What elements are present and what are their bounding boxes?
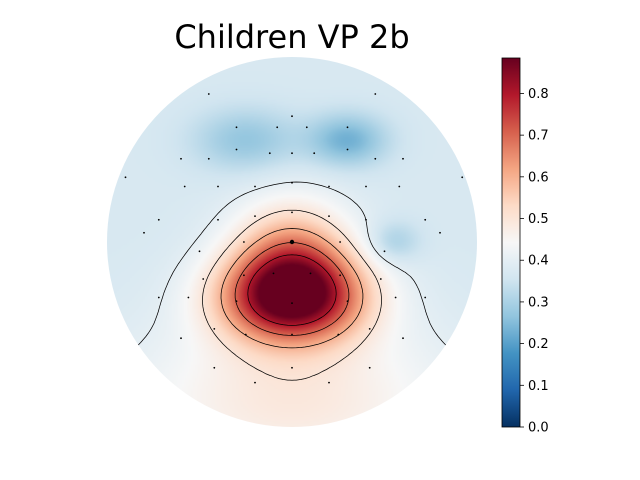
- sensor-dot: [157, 218, 160, 221]
- sensor-dot: [202, 278, 205, 280]
- sensor-dot: [374, 157, 377, 160]
- sensor-dot: [339, 274, 341, 277]
- colorbar: 0.0 0.1 0.2 0.3 0.4 0.5 0.6 0.7 0.8: [501, 57, 549, 436]
- sensor-dot: [244, 333, 247, 336]
- colorbar-tick-label: 0.4: [528, 254, 549, 269]
- sensor-dot: [328, 215, 330, 218]
- sensor-dot: [402, 157, 404, 160]
- sensor-dot: [291, 333, 293, 336]
- sensor-dot: [346, 148, 349, 151]
- colorbar-tick-label: 0.3: [528, 295, 549, 310]
- sensor-dot: [309, 272, 312, 275]
- sensor-dot: [276, 126, 279, 129]
- sensor-dot: [124, 176, 127, 179]
- colorbar-tick-label: 0.1: [528, 379, 549, 394]
- scalp-map: [107, 57, 477, 427]
- sensor-dot: [291, 302, 293, 304]
- sensor-dot: [254, 381, 256, 384]
- colorbar-tick-label: 0.5: [528, 212, 549, 227]
- sensor-dot: [213, 328, 216, 330]
- sensor-dot: [243, 241, 245, 243]
- sensor-dot: [398, 185, 401, 188]
- sensor-dot: [207, 157, 210, 160]
- sensor-dot: [243, 274, 245, 277]
- sensor-dot: [339, 241, 341, 243]
- sensor-dot: [157, 296, 160, 299]
- sensor-dot: [379, 278, 382, 280]
- contour-line: [247, 254, 337, 326]
- sensor-dot: [198, 250, 201, 253]
- sensor-dot: [254, 185, 256, 188]
- sensor-dot: [365, 185, 367, 188]
- sensor-dot: [337, 333, 340, 336]
- sensor-dot: [313, 152, 316, 155]
- colorbar-ticks: 0.0 0.1 0.2 0.3 0.4 0.5 0.6 0.7 0.8: [520, 87, 549, 436]
- sensor-dot: [143, 231, 145, 234]
- sensor-dot: [235, 148, 238, 151]
- sensor-dot: [328, 185, 330, 188]
- sensor-dot: [291, 115, 293, 118]
- highlighted-sensor: [289, 239, 295, 245]
- sensor-dot: [183, 185, 186, 188]
- sensor-dot: [328, 381, 330, 384]
- sensor-markers: [124, 93, 464, 384]
- contour-line: [220, 228, 364, 349]
- sensor-dot: [272, 272, 275, 275]
- sensor-dot: [374, 93, 377, 95]
- sensor-dot: [213, 366, 216, 369]
- sensor-dot: [235, 126, 238, 129]
- sensor-dot: [217, 218, 219, 221]
- colorbar-tick-label: 0.7: [528, 129, 549, 144]
- sensor-dot: [268, 152, 271, 155]
- sensor-dot: [424, 296, 427, 299]
- sensor-dot: [346, 300, 349, 303]
- sensor-dot: [365, 218, 367, 221]
- sensor-dot: [187, 296, 190, 299]
- colorbar-fill: [502, 58, 520, 427]
- sensor-dot: [180, 157, 182, 160]
- colorbar-frame: [501, 57, 521, 428]
- sensor-dot: [346, 126, 349, 129]
- sensor-dot: [394, 296, 397, 299]
- colorbar-tick-label: 0.6: [528, 170, 549, 185]
- sensor-dot: [291, 366, 293, 369]
- sensor-dot: [291, 211, 293, 214]
- contour-line: [202, 209, 382, 381]
- contour-line: [234, 242, 350, 336]
- sensor-dot: [254, 215, 256, 218]
- sensor-dot: [383, 250, 386, 253]
- chart-title: Children VP 2b: [174, 18, 409, 56]
- sensor-dot: [439, 231, 441, 234]
- sensor-dot: [424, 218, 427, 221]
- sensor-dot: [207, 93, 210, 95]
- sensor-dot: [402, 337, 404, 340]
- sensor-dot: [235, 300, 238, 303]
- sensor-dot: [291, 152, 293, 155]
- sensor-dot: [291, 181, 293, 184]
- sensor-dot: [217, 185, 219, 188]
- colorbar-tick-label: 0.2: [528, 337, 549, 352]
- sensor-dot: [305, 126, 308, 129]
- colorbar-tick-label: 0.0: [528, 421, 549, 436]
- sensor-dot: [368, 328, 371, 330]
- sensor-dot: [368, 366, 371, 369]
- sensor-dot: [180, 337, 182, 340]
- colorbar-tick-label: 0.8: [528, 87, 549, 102]
- sensor-dot: [461, 176, 464, 179]
